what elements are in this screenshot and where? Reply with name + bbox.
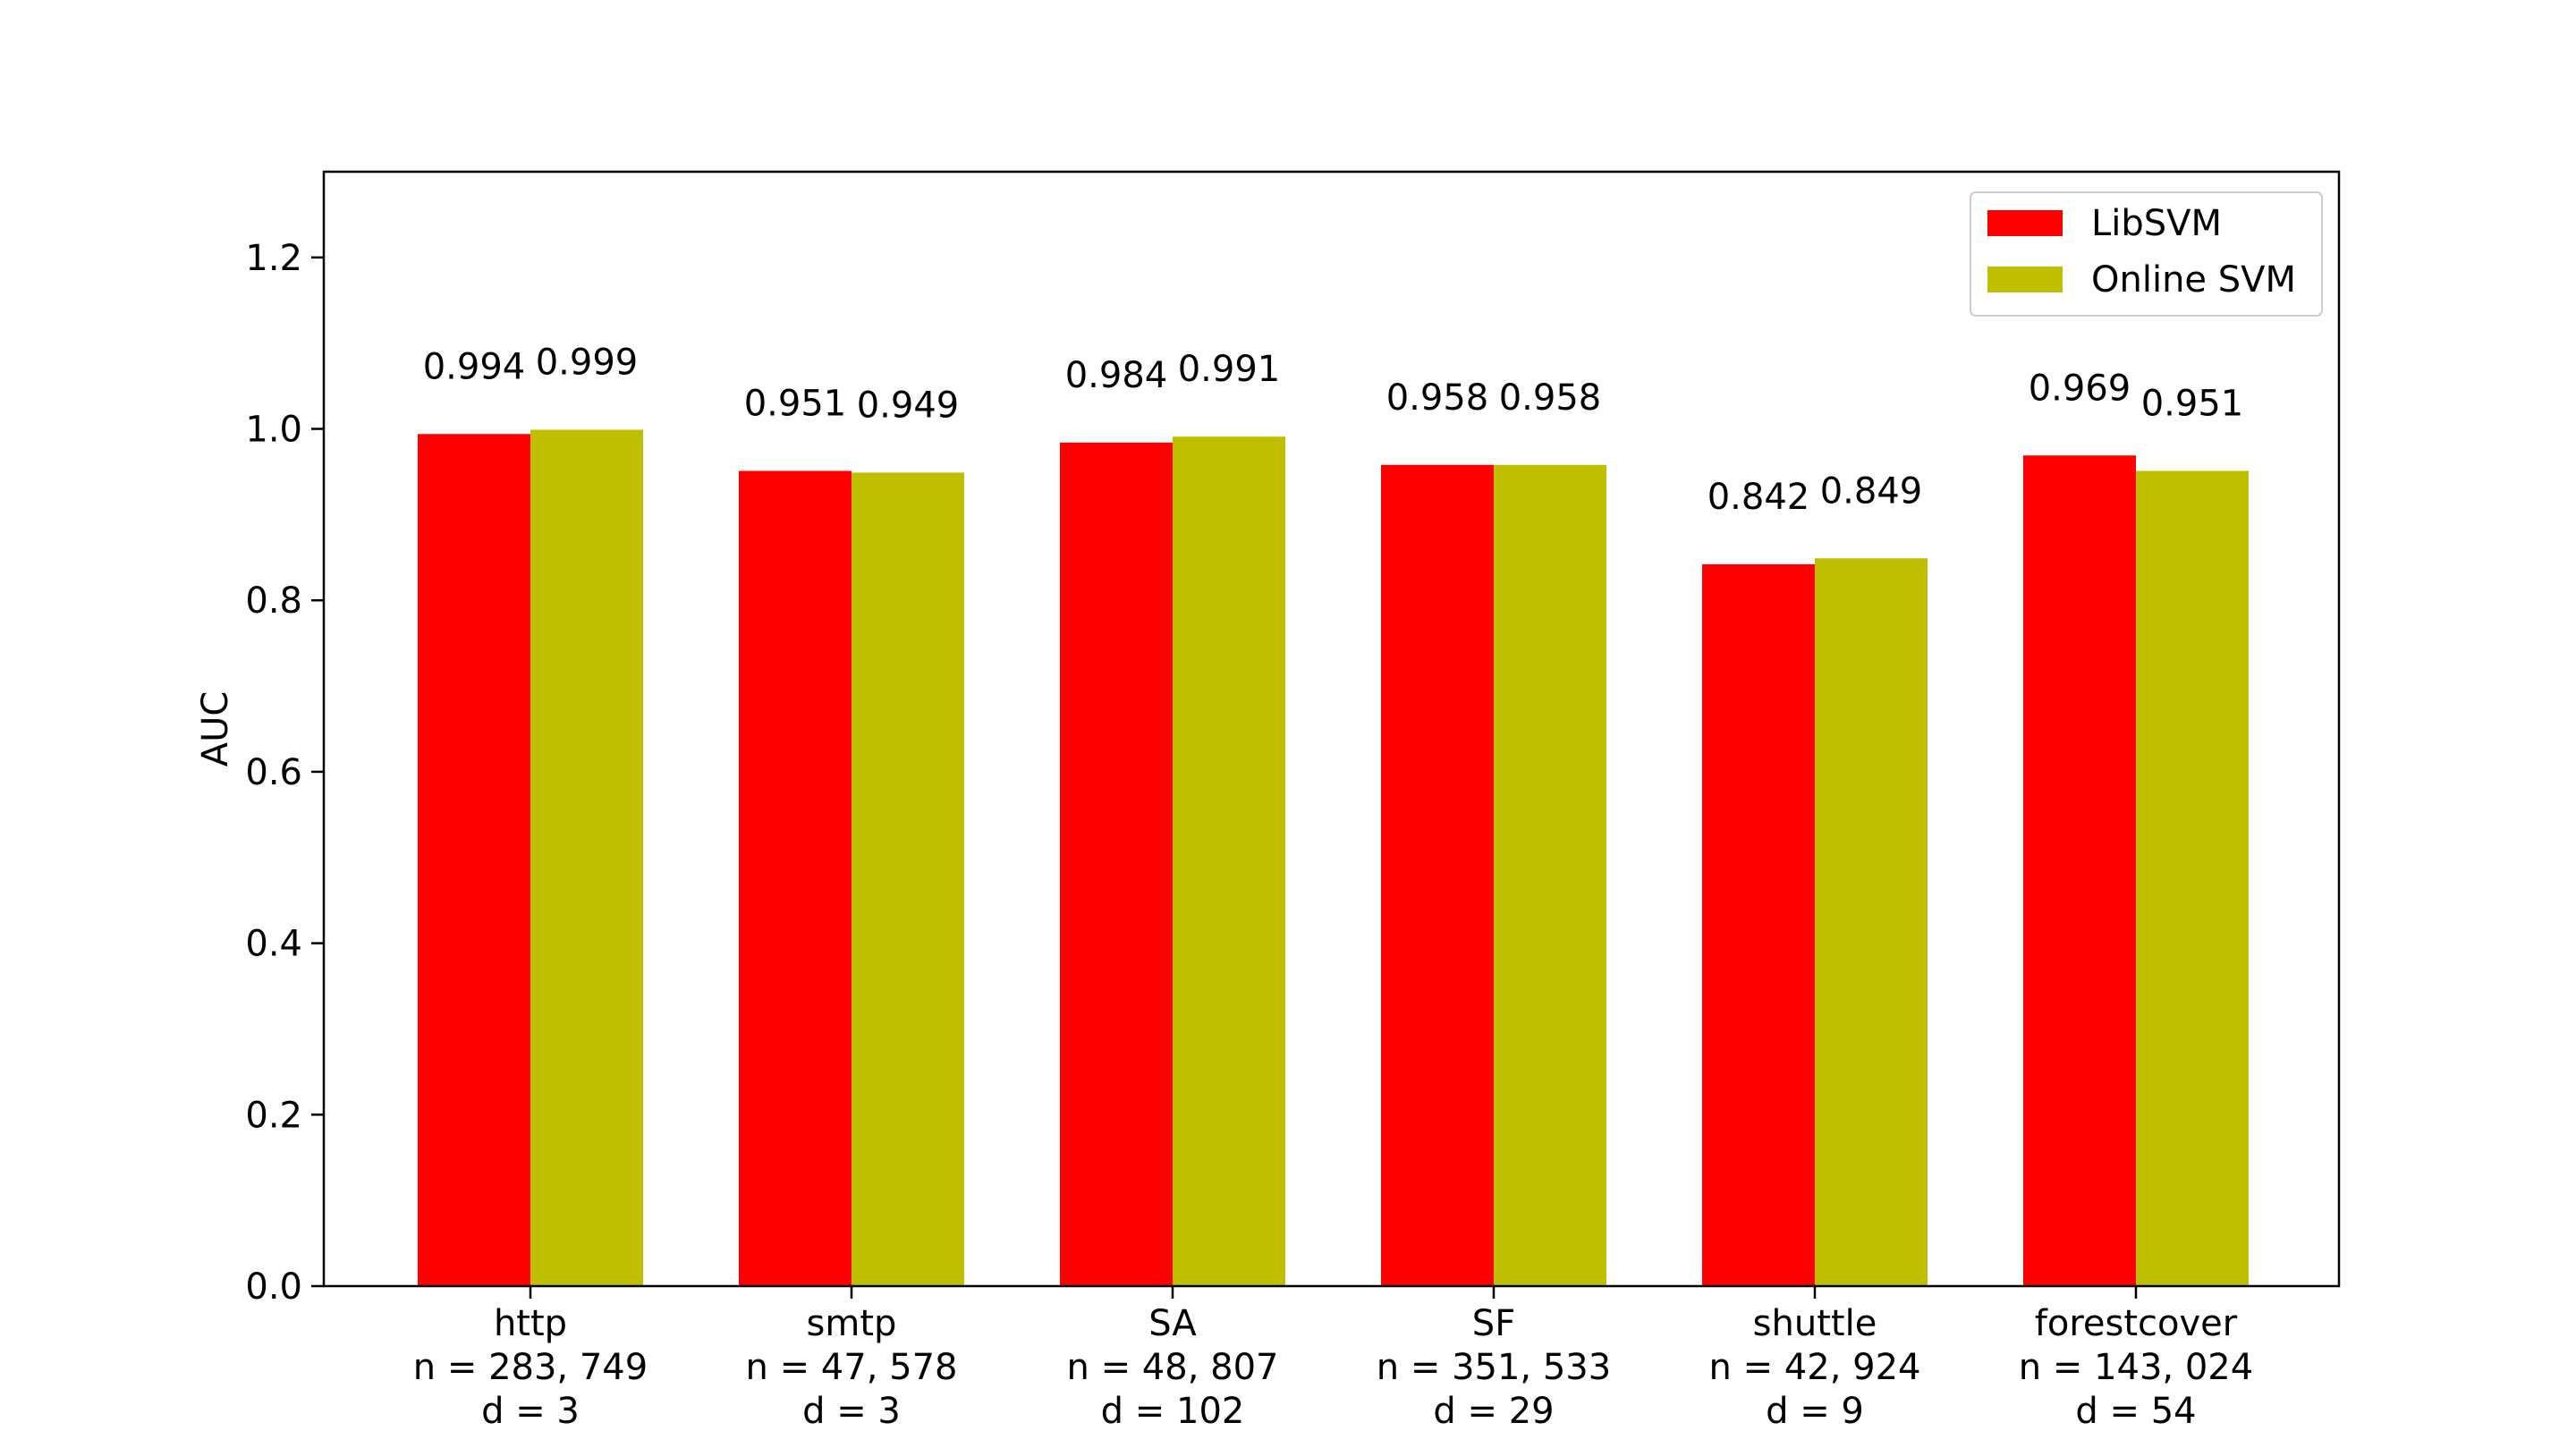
- value-label-online-svm-sa: 0.991: [1178, 349, 1281, 390]
- bar-libsvm-shuttle: [1702, 563, 1815, 1286]
- value-label-online-svm-shuttle: 0.849: [1820, 470, 1923, 512]
- x-tick-label-forestcover-name: forestcover: [2035, 1303, 2238, 1344]
- x-tick-label-http-d: d = 3: [481, 1391, 580, 1431]
- x-tick-label-sa-n: n = 48, 807: [1067, 1347, 1279, 1388]
- legend-label-online-svm: Online SVM: [2091, 259, 2296, 301]
- legend-label-libsvm: LibSVM: [2091, 203, 2222, 244]
- y-tick-label: 0.4: [245, 924, 302, 965]
- bar-libsvm-sa: [1060, 442, 1173, 1286]
- value-label-libsvm-smtp: 0.951: [744, 384, 847, 425]
- x-tick-label-forestcover-d: d = 54: [2075, 1391, 2196, 1431]
- value-label-online-svm-smtp: 0.949: [857, 385, 960, 426]
- bar-online-svm-smtp: [852, 472, 964, 1286]
- x-tick-label-http-name: http: [494, 1303, 567, 1344]
- x-tick-label-shuttle-n: n = 42, 924: [1709, 1347, 1921, 1388]
- y-axis: 0.0 0.2 0.4 0.6 0.8 1.0 1.2: [245, 238, 324, 1308]
- legend-swatch-online-svm: [1987, 267, 2063, 292]
- x-tick-label-sf-d: d = 29: [1433, 1391, 1554, 1431]
- legend: LibSVM Online SVM: [1970, 191, 2323, 317]
- y-tick-label: 0.8: [245, 580, 302, 622]
- value-label-libsvm-http: 0.994: [423, 346, 526, 387]
- y-tick-label: 0.6: [245, 752, 302, 793]
- y-tick-label: 1.2: [245, 238, 302, 279]
- bar-online-svm-sf: [1494, 464, 1606, 1286]
- x-tick-label-http-n: n = 283, 749: [413, 1347, 648, 1388]
- x-tick-label-smtp-n: n = 47, 578: [746, 1347, 958, 1388]
- y-axis-label: AUC: [195, 691, 236, 767]
- x-tick-label-shuttle-d: d = 9: [1766, 1391, 1864, 1431]
- bar-online-svm-forestcover: [2136, 470, 2249, 1286]
- y-tick-label: 0.0: [245, 1266, 302, 1308]
- x-tick-label-shuttle-name: shuttle: [1753, 1303, 1877, 1344]
- value-label-online-svm-forestcover: 0.951: [2141, 384, 2244, 425]
- value-label-online-svm-sf: 0.958: [1499, 377, 1602, 419]
- bar-online-svm-shuttle: [1815, 558, 1928, 1286]
- bar-libsvm-smtp: [739, 470, 852, 1286]
- bar-online-svm-sa: [1173, 436, 1285, 1286]
- bar-online-svm-http: [530, 429, 643, 1286]
- plot-frame: [322, 170, 2341, 1288]
- x-tick-label-smtp-d: d = 3: [802, 1391, 901, 1431]
- x-tick-label-sa-d: d = 102: [1101, 1391, 1245, 1431]
- x-tick-label-sf-name: SF: [1472, 1303, 1515, 1344]
- x-tick-label-forestcover-n: n = 143, 024: [2019, 1347, 2253, 1388]
- x-tick-label-sf-n: n = 351, 533: [1377, 1347, 1611, 1388]
- value-label-online-svm-http: 0.999: [536, 342, 639, 383]
- x-tick-label-sa-name: SA: [1148, 1303, 1197, 1344]
- y-tick-label: 1.0: [245, 410, 302, 451]
- legend-swatch-libsvm: [1987, 210, 2063, 236]
- y-tick-label: 0.2: [245, 1095, 302, 1136]
- bars-layer: [418, 429, 2249, 1287]
- bar-libsvm-sf: [1381, 464, 1494, 1286]
- bar-libsvm-forestcover: [2023, 455, 2136, 1287]
- value-label-libsvm-sa: 0.984: [1065, 355, 1168, 396]
- value-label-libsvm-sf: 0.958: [1386, 377, 1489, 419]
- bar-libsvm-http: [418, 434, 530, 1286]
- x-tick-label-smtp-name: smtp: [807, 1303, 897, 1344]
- value-label-libsvm-forestcover: 0.969: [2029, 368, 2131, 409]
- value-label-libsvm-shuttle: 0.842: [1707, 477, 1810, 518]
